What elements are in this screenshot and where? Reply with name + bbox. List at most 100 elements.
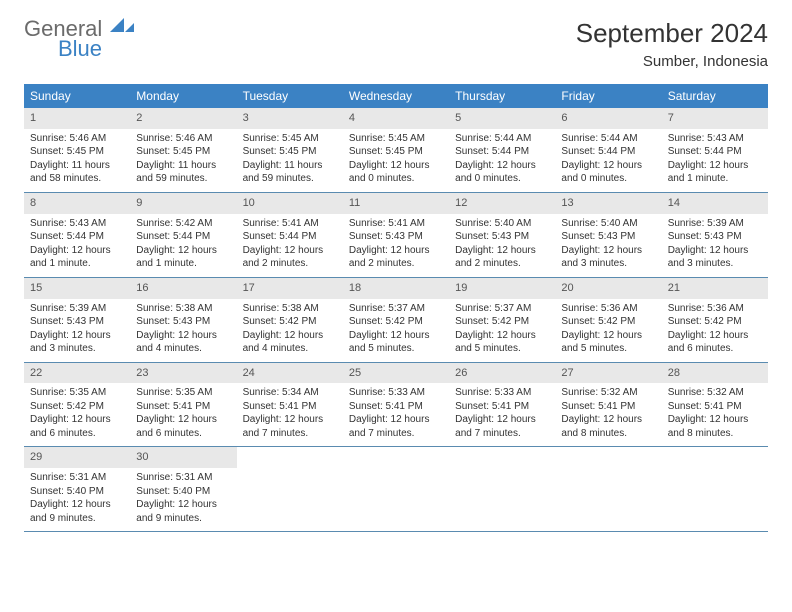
- sunrise-text: Sunrise: 5:32 AM: [668, 386, 762, 400]
- day-number: 17: [237, 278, 343, 299]
- sunrise-text: Sunrise: 5:46 AM: [30, 132, 124, 146]
- sunrise-text: Sunrise: 5:34 AM: [243, 386, 337, 400]
- sunset-text: Sunset: 5:45 PM: [243, 145, 337, 159]
- day-cell: 13Sunrise: 5:40 AMSunset: 5:43 PMDayligh…: [555, 193, 661, 277]
- sunrise-text: Sunrise: 5:45 AM: [243, 132, 337, 146]
- logo-text-blue: Blue: [58, 38, 136, 60]
- sunset-text: Sunset: 5:42 PM: [455, 315, 549, 329]
- daylight-text: Daylight: 12 hours and 6 minutes.: [668, 329, 762, 356]
- daylight-text: Daylight: 12 hours and 8 minutes.: [561, 413, 655, 440]
- day-body: Sunrise: 5:44 AMSunset: 5:44 PMDaylight:…: [555, 132, 661, 186]
- daylight-text: Daylight: 12 hours and 9 minutes.: [30, 498, 124, 525]
- day-cell: 5Sunrise: 5:44 AMSunset: 5:44 PMDaylight…: [449, 108, 555, 192]
- sunset-text: Sunset: 5:41 PM: [243, 400, 337, 414]
- day-label-monday: Monday: [130, 84, 236, 108]
- location: Sumber, Indonesia: [576, 53, 768, 70]
- sunrise-text: Sunrise: 5:31 AM: [30, 471, 124, 485]
- daylight-text: Daylight: 12 hours and 2 minutes.: [243, 244, 337, 271]
- day-cell: 11Sunrise: 5:41 AMSunset: 5:43 PMDayligh…: [343, 193, 449, 277]
- daylight-text: Daylight: 12 hours and 2 minutes.: [349, 244, 443, 271]
- sunset-text: Sunset: 5:41 PM: [455, 400, 549, 414]
- daylight-text: Daylight: 12 hours and 3 minutes.: [30, 329, 124, 356]
- day-cell: 18Sunrise: 5:37 AMSunset: 5:42 PMDayligh…: [343, 278, 449, 362]
- day-cell: 16Sunrise: 5:38 AMSunset: 5:43 PMDayligh…: [130, 278, 236, 362]
- daylight-text: Daylight: 12 hours and 4 minutes.: [243, 329, 337, 356]
- sunset-text: Sunset: 5:44 PM: [455, 145, 549, 159]
- day-cell: 10Sunrise: 5:41 AMSunset: 5:44 PMDayligh…: [237, 193, 343, 277]
- day-number: 9: [130, 193, 236, 214]
- daylight-text: Daylight: 12 hours and 0 minutes.: [561, 159, 655, 186]
- day-cell: [449, 447, 555, 531]
- day-label-tuesday: Tuesday: [237, 84, 343, 108]
- daylight-text: Daylight: 12 hours and 7 minutes.: [455, 413, 549, 440]
- day-body: Sunrise: 5:43 AMSunset: 5:44 PMDaylight:…: [24, 217, 130, 271]
- sunrise-text: Sunrise: 5:45 AM: [349, 132, 443, 146]
- daylight-text: Daylight: 12 hours and 0 minutes.: [349, 159, 443, 186]
- day-cell: 23Sunrise: 5:35 AMSunset: 5:41 PMDayligh…: [130, 363, 236, 447]
- day-label-sunday: Sunday: [24, 84, 130, 108]
- daylight-text: Daylight: 12 hours and 2 minutes.: [455, 244, 549, 271]
- day-cell: 3Sunrise: 5:45 AMSunset: 5:45 PMDaylight…: [237, 108, 343, 192]
- sunrise-text: Sunrise: 5:33 AM: [455, 386, 549, 400]
- daylight-text: Daylight: 12 hours and 0 minutes.: [455, 159, 549, 186]
- sunrise-text: Sunrise: 5:38 AM: [243, 302, 337, 316]
- day-cell: 1 Sunrise: 5:46 AMSunset: 5:45 PMDaylight…: [24, 108, 130, 192]
- day-cell: 2Sunrise: 5:46 AMSunset: 5:45 PMDaylight…: [130, 108, 236, 192]
- sunset-text: Sunset: 5:44 PM: [561, 145, 655, 159]
- day-cell: 8 Sunrise: 5:43 AMSunset: 5:44 PMDaylight…: [24, 193, 130, 277]
- day-number: 25: [343, 363, 449, 384]
- sunset-text: Sunset: 5:44 PM: [30, 230, 124, 244]
- day-body: Sunrise: 5:36 AMSunset: 5:42 PMDaylight:…: [662, 302, 768, 356]
- day-number: 8: [24, 193, 130, 214]
- sunset-text: Sunset: 5:45 PM: [136, 145, 230, 159]
- day-number: 13: [555, 193, 661, 214]
- sunset-text: Sunset: 5:43 PM: [30, 315, 124, 329]
- daylight-text: Daylight: 12 hours and 6 minutes.: [136, 413, 230, 440]
- day-body: Sunrise: 5:31 AMSunset: 5:40 PMDaylight:…: [130, 471, 236, 525]
- sunset-text: Sunset: 5:40 PM: [30, 485, 124, 499]
- sunrise-text: Sunrise: 5:36 AM: [668, 302, 762, 316]
- daylight-text: Daylight: 12 hours and 4 minutes.: [136, 329, 230, 356]
- day-cell: 19Sunrise: 5:37 AMSunset: 5:42 PMDayligh…: [449, 278, 555, 362]
- triangle-icon: [110, 18, 136, 36]
- sunset-text: Sunset: 5:43 PM: [455, 230, 549, 244]
- day-cell: 25Sunrise: 5:33 AMSunset: 5:41 PMDayligh…: [343, 363, 449, 447]
- day-number: 29: [24, 447, 130, 468]
- day-number: 6: [555, 108, 661, 129]
- day-body: Sunrise: 5:31 AMSunset: 5:40 PMDaylight:…: [24, 471, 130, 525]
- title-block: September 2024 Sumber, Indonesia: [576, 18, 768, 70]
- sunrise-text: Sunrise: 5:36 AM: [561, 302, 655, 316]
- day-body: Sunrise: 5:37 AMSunset: 5:42 PMDaylight:…: [343, 302, 449, 356]
- day-number: 22: [24, 363, 130, 384]
- month-title: September 2024: [576, 18, 768, 49]
- sunrise-text: Sunrise: 5:44 AM: [561, 132, 655, 146]
- day-cell: 27Sunrise: 5:32 AMSunset: 5:41 PMDayligh…: [555, 363, 661, 447]
- daylight-text: Daylight: 12 hours and 1 minute.: [668, 159, 762, 186]
- day-body: Sunrise: 5:46 AMSunset: 5:45 PMDaylight:…: [24, 132, 130, 186]
- day-cell: 24Sunrise: 5:34 AMSunset: 5:41 PMDayligh…: [237, 363, 343, 447]
- day-number: 11: [343, 193, 449, 214]
- day-label-saturday: Saturday: [662, 84, 768, 108]
- day-number: 1: [24, 108, 130, 129]
- sunrise-text: Sunrise: 5:33 AM: [349, 386, 443, 400]
- week-row: 15Sunrise: 5:39 AMSunset: 5:43 PMDayligh…: [24, 278, 768, 363]
- sunrise-text: Sunrise: 5:39 AM: [668, 217, 762, 231]
- daylight-text: Daylight: 12 hours and 1 minute.: [136, 244, 230, 271]
- day-body: Sunrise: 5:42 AMSunset: 5:44 PMDaylight:…: [130, 217, 236, 271]
- day-cell: [662, 447, 768, 531]
- day-number: 24: [237, 363, 343, 384]
- daylight-text: Daylight: 12 hours and 8 minutes.: [668, 413, 762, 440]
- daylight-text: Daylight: 12 hours and 7 minutes.: [349, 413, 443, 440]
- sunrise-text: Sunrise: 5:41 AM: [349, 217, 443, 231]
- sunset-text: Sunset: 5:40 PM: [136, 485, 230, 499]
- sunset-text: Sunset: 5:42 PM: [561, 315, 655, 329]
- day-body: Sunrise: 5:38 AMSunset: 5:42 PMDaylight:…: [237, 302, 343, 356]
- day-cell: [237, 447, 343, 531]
- day-cell: 20Sunrise: 5:36 AMSunset: 5:42 PMDayligh…: [555, 278, 661, 362]
- day-body: Sunrise: 5:44 AMSunset: 5:44 PMDaylight:…: [449, 132, 555, 186]
- daylight-text: Daylight: 12 hours and 3 minutes.: [561, 244, 655, 271]
- daylight-text: Daylight: 12 hours and 5 minutes.: [561, 329, 655, 356]
- day-cell: [555, 447, 661, 531]
- day-label-wednesday: Wednesday: [343, 84, 449, 108]
- day-number: 26: [449, 363, 555, 384]
